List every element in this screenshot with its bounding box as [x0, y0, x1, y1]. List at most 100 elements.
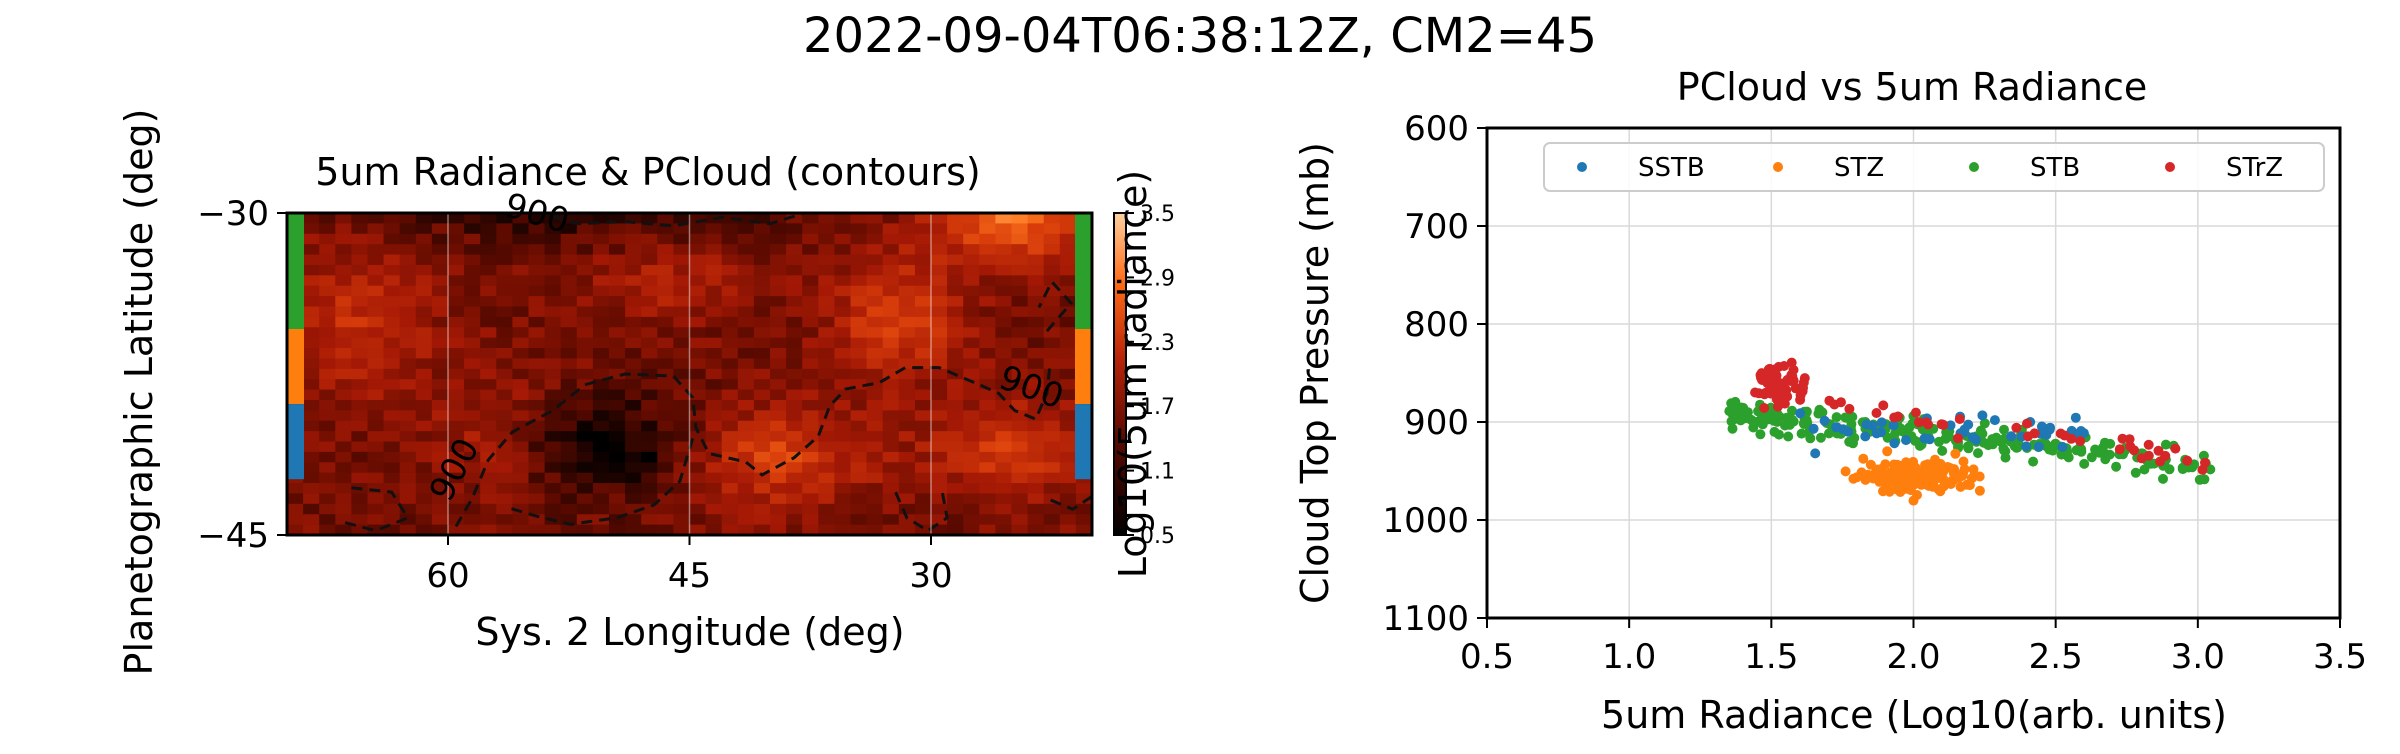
scatter-point	[1805, 433, 1816, 444]
heatmap-cell	[1043, 316, 1061, 328]
heatmap-cell	[512, 254, 530, 266]
heatmap-cell	[367, 285, 385, 297]
heatmap-cell	[898, 358, 916, 370]
heatmap-cell	[979, 358, 996, 370]
heatmap-cell	[576, 275, 594, 287]
heatmap-cell	[367, 275, 385, 287]
heatmap-cell	[367, 233, 385, 245]
heatmap-cell	[931, 431, 948, 443]
heatmap-cell	[431, 451, 449, 463]
heatmap-cell	[834, 503, 852, 515]
heatmap-cell	[625, 244, 642, 256]
heatmap-cell	[1027, 285, 1045, 297]
scatter-point	[1861, 419, 1872, 430]
heatmap-cell	[963, 213, 980, 224]
heatmap-cell	[705, 316, 723, 328]
heatmap-cell	[528, 316, 546, 328]
heatmap-cell	[898, 514, 916, 526]
heatmap-cell	[431, 348, 449, 360]
heatmap-cell	[464, 285, 481, 297]
scatter-point	[2006, 431, 2017, 442]
heatmap-cell	[448, 441, 465, 453]
heatmap-cell	[625, 327, 642, 339]
heatmap-cell	[464, 244, 481, 256]
heatmap-cell	[448, 410, 465, 422]
scatter-point	[1945, 420, 1956, 431]
heatmap-cell	[512, 244, 530, 256]
heatmap-cell	[786, 514, 803, 526]
heatmap-cell	[367, 420, 385, 432]
heatmap-cell	[898, 296, 916, 308]
heatmap-cell	[882, 337, 900, 349]
scatter-point	[1783, 374, 1794, 385]
heatmap-cell	[544, 451, 562, 463]
heatmap-cell	[689, 348, 707, 360]
heatmap-cell	[786, 472, 803, 484]
heatmap-cell	[641, 368, 658, 380]
heatmap-cell	[673, 358, 691, 370]
heatmap-cell	[979, 368, 996, 380]
heatmap-cell	[592, 337, 610, 349]
heatmap-cell	[415, 275, 433, 287]
legend-marker	[1773, 162, 1783, 172]
heatmap-cell	[673, 244, 691, 256]
heatmap-cell	[1027, 275, 1045, 287]
heatmap-cell	[689, 379, 707, 391]
heatmap-cell	[1027, 327, 1045, 339]
heatmap-cell	[319, 493, 336, 505]
heatmap-cell	[914, 399, 932, 411]
heatmap-cell	[737, 264, 755, 276]
heatmap-cell	[625, 524, 642, 535]
heatmap-cell	[931, 493, 948, 505]
heatmap-cell	[737, 368, 755, 380]
heatmap-cell	[592, 223, 610, 235]
heatmap-cell	[931, 296, 948, 308]
heatmap-cell	[560, 483, 578, 495]
heatmap-cell	[914, 524, 932, 535]
heatmap-cell	[802, 524, 819, 535]
heatmap-cell	[914, 389, 932, 401]
heatmap-cell	[641, 337, 658, 349]
band-strip	[1075, 404, 1091, 480]
heatmap-cell	[657, 420, 674, 432]
heatmap-cell	[464, 493, 481, 505]
heatmap-cell	[399, 420, 417, 432]
contour-line	[343, 486, 411, 533]
scatter-point	[2011, 422, 2022, 433]
heatmap-cell	[947, 524, 964, 535]
heatmap-cell	[963, 316, 980, 328]
heatmap-cell	[383, 379, 401, 391]
heatmap-cell	[528, 368, 546, 380]
heatmap-cell	[770, 254, 787, 266]
heatmap-cell	[625, 420, 642, 432]
heatmap-cell	[287, 514, 304, 526]
heatmap-cell	[625, 410, 642, 422]
heatmap-cell	[963, 503, 980, 515]
heatmap-cell	[721, 275, 739, 287]
colorbar-tick-label: 0.5	[1140, 524, 1175, 549]
scatter-point	[1934, 436, 1944, 447]
heatmap-y-tick-label: −45	[197, 516, 269, 556]
heatmap-cell	[931, 451, 948, 463]
heatmap-cell	[963, 431, 980, 443]
heatmap-cell	[1043, 514, 1061, 526]
heatmap-cell	[753, 410, 771, 422]
heatmap-cell	[1059, 514, 1077, 526]
heatmap-cell	[319, 264, 336, 276]
heatmap-cell	[963, 514, 980, 526]
heatmap-cell	[399, 223, 417, 235]
scatter-point	[2111, 461, 2122, 472]
heatmap-cell	[866, 275, 884, 287]
heatmap-cell	[898, 337, 916, 349]
scatter-point	[1844, 403, 1855, 414]
heatmap-cell	[1011, 264, 1029, 276]
heatmap-cell	[866, 379, 884, 391]
heatmap-cell	[818, 296, 835, 308]
heatmap-cell	[1075, 514, 1092, 526]
heatmap-cell	[818, 524, 835, 535]
heatmap-cell	[898, 503, 916, 515]
heatmap-cell	[592, 451, 610, 463]
heatmap-cell	[560, 524, 578, 535]
heatmap-cell	[979, 462, 996, 474]
heatmap-cell	[850, 306, 868, 318]
